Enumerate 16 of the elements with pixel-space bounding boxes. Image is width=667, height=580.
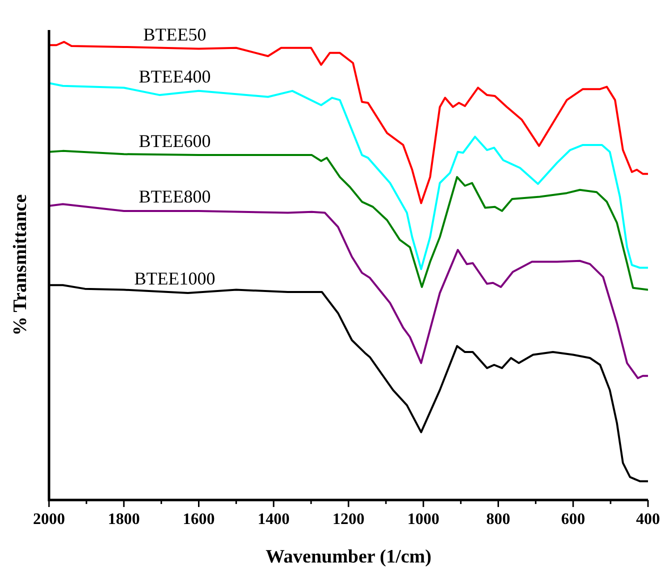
y-axis-title: % Transmittance — [10, 194, 31, 336]
x-tick-label: 800 — [486, 511, 510, 528]
series-label: BTEE1000 — [134, 268, 216, 289]
x-tick-label: 1200 — [332, 511, 364, 528]
x-tick-label: 1000 — [407, 511, 440, 528]
series-label: BTEE400 — [138, 66, 211, 87]
x-tick-label: 2000 — [33, 511, 65, 528]
x-tick-label: 400 — [636, 511, 660, 528]
series-label: BTEE800 — [138, 186, 211, 207]
x-tick-label: 1800 — [108, 511, 140, 528]
x-tick-label: 1600 — [182, 511, 215, 528]
x-tick-label: 1400 — [258, 511, 290, 528]
series-label: BTEE600 — [138, 130, 211, 151]
x-tick-label: 600 — [561, 511, 586, 528]
x-axis-title: Wavenumber (1/cm) — [266, 546, 432, 568]
series-label: BTEE50 — [143, 24, 206, 45]
